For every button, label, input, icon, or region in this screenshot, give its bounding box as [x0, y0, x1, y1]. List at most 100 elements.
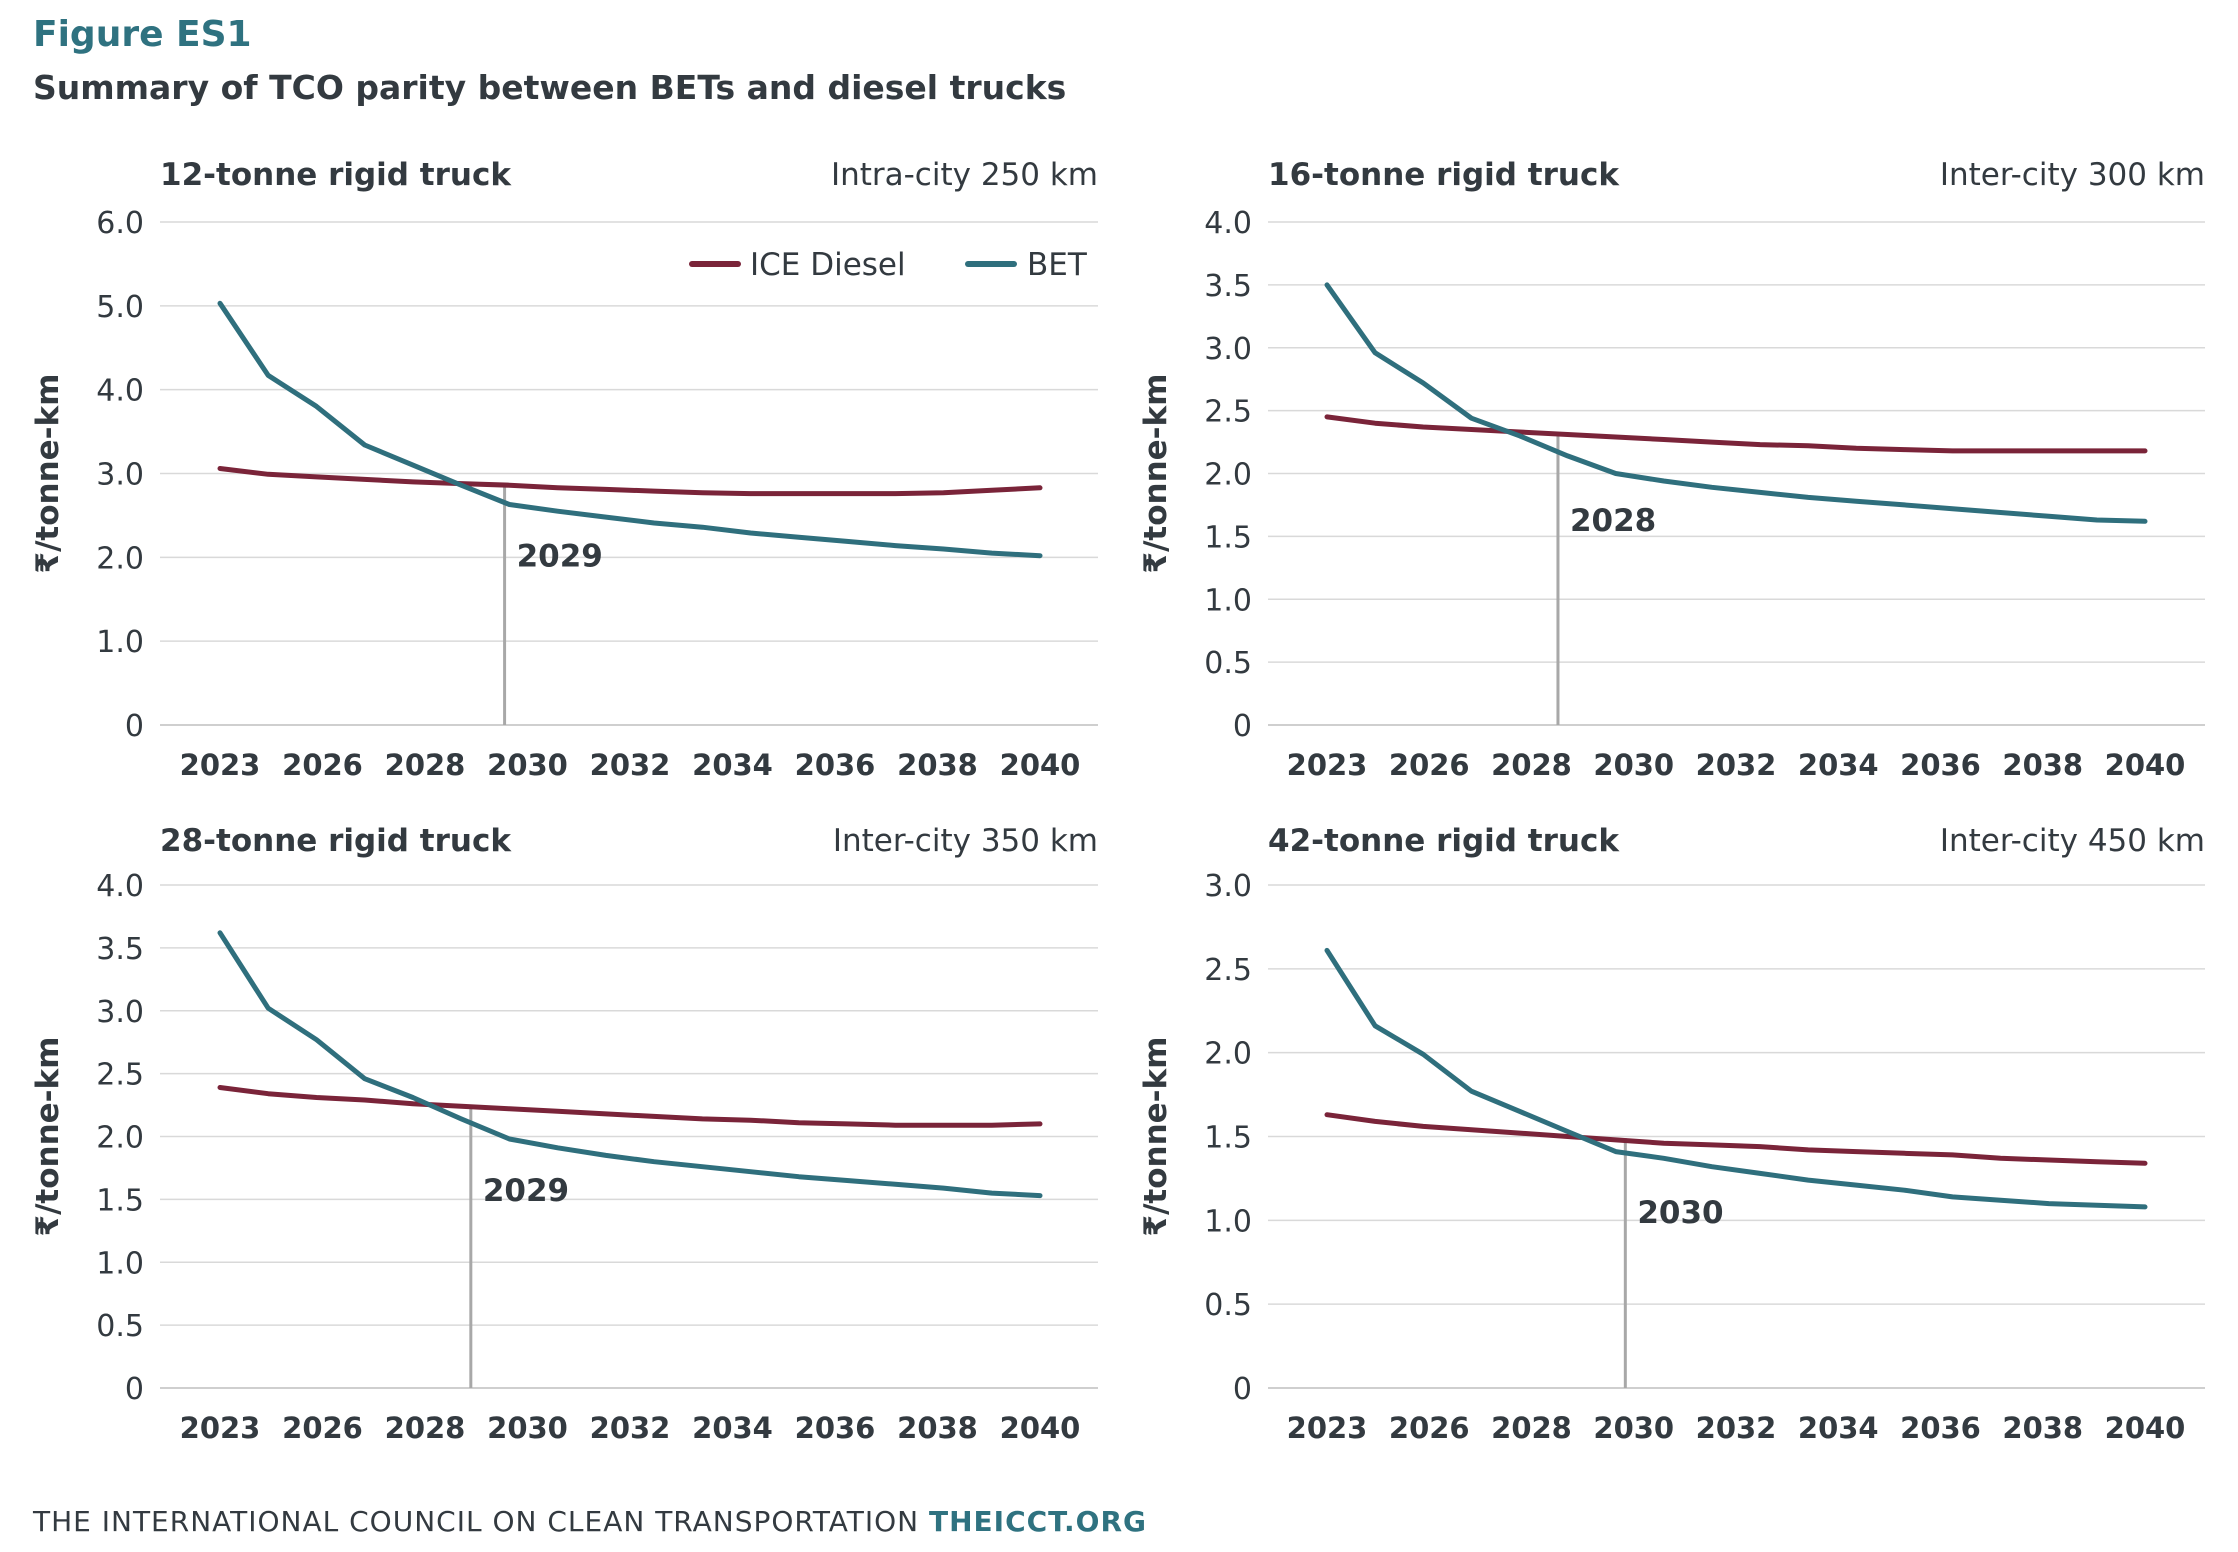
parity-year-label: 2028	[1570, 503, 1656, 539]
x-tick-label: 2036	[795, 1411, 876, 1445]
legend-label: ICE Diesel	[750, 247, 906, 283]
x-tick-label: 2040	[2105, 748, 2186, 782]
x-tick-label: 2028	[385, 748, 466, 782]
y-tick-label: 2.0	[96, 1121, 144, 1156]
series-line-bet	[1324, 947, 2148, 1210]
x-tick-label: 2026	[1389, 748, 1470, 782]
figure-title: Summary of TCO parity between BETs and d…	[33, 68, 1067, 107]
x-tick-label: 2032	[1696, 748, 1777, 782]
panel-subtitle: Intra-city 250 km	[831, 157, 1098, 193]
x-tick-label: 2034	[1798, 1411, 1879, 1445]
x-tick-label: 2030	[487, 748, 568, 782]
y-tick-label: 1.0	[96, 1246, 144, 1281]
y-tick-label: 0	[125, 709, 144, 744]
y-tick-label: 3.5	[1204, 269, 1252, 304]
y-tick-label: 1.5	[96, 1183, 144, 1218]
x-tick-label: 2040	[1000, 1411, 1081, 1445]
x-tick-label: 2023	[1287, 748, 1368, 782]
footer: THE INTERNATIONAL COUNCIL ON CLEAN TRANS…	[33, 1505, 1147, 1538]
legend-label: BET	[1027, 247, 1088, 283]
y-tick-label: 2.5	[96, 1058, 144, 1093]
y-tick-label: 2.5	[1204, 953, 1252, 988]
panel-title: 12-tonne rigid truck	[160, 157, 512, 193]
x-tick-label: 2034	[1798, 748, 1879, 782]
series-line-ice-diesel	[1324, 1112, 2148, 1166]
y-tick-label: 0.5	[1204, 646, 1252, 681]
x-tick-label: 2038	[897, 1411, 978, 1445]
x-tick-label: 2030	[1593, 748, 1674, 782]
chart-panel-2: 0 0.5 1.0 1.5 2.0 2.5 3.0 3.5 4.0 2023 2026 2028 203…	[1138, 157, 2205, 782]
x-tick-label: 2026	[1389, 1411, 1470, 1445]
series-line-ice-diesel	[1324, 414, 2148, 454]
y-tick-label: 1.0	[1204, 583, 1252, 618]
chart-panel-1: 0 1.0 2.0 3.0 4.0 5.0 6.0 2023 2026 2028 2030 2032 2…	[30, 157, 1098, 782]
y-axis-label: ₹/tonne-km	[1138, 374, 1174, 574]
x-tick-label: 2032	[590, 748, 671, 782]
series-line-bet	[1324, 282, 2148, 524]
x-tick-label: 2038	[897, 748, 978, 782]
panel-title: 42-tonne rigid truck	[1268, 823, 1620, 859]
y-tick-label: 1.5	[1204, 1121, 1252, 1156]
x-tick-label: 2038	[2002, 1411, 2083, 1445]
x-tick-label: 2023	[1287, 1411, 1368, 1445]
x-tick-label: 2030	[1593, 1411, 1674, 1445]
y-tick-label: 6.0	[96, 206, 144, 241]
y-tick-label: 4.0	[96, 374, 144, 409]
y-tick-label: 0	[1233, 709, 1252, 744]
y-tick-label: 4.0	[96, 869, 144, 904]
series-line-ice-diesel	[217, 466, 1043, 497]
chart-panel-4: 0 0.5 1.0 1.5 2.0 2.5 3.0 2023 2026 2028 2030 2032 2…	[1138, 823, 2205, 1445]
legend: ICE Diesel BET	[689, 247, 1088, 283]
x-tick-label: 2036	[1900, 1411, 1981, 1445]
x-tick-label: 2032	[590, 1411, 671, 1445]
chart-panel-3: 0 0.5 1.0 1.5 2.0 2.5 3.0 3.5 4.0 2023 2026 2028 203…	[30, 823, 1098, 1445]
y-tick-label: 4.0	[1204, 206, 1252, 241]
y-tick-label: 0.5	[1204, 1288, 1252, 1323]
y-tick-label: 2.5	[1204, 395, 1252, 430]
x-tick-label: 2032	[1696, 1411, 1777, 1445]
x-tick-label: 2026	[282, 748, 363, 782]
x-tick-label: 2028	[1491, 1411, 1572, 1445]
footer-site-link[interactable]: THEICCT.ORG	[929, 1505, 1148, 1538]
x-tick-label: 2026	[282, 1411, 363, 1445]
x-tick-label: 2034	[692, 748, 773, 782]
y-tick-label: 0	[125, 1372, 144, 1407]
x-tick-label: 2023	[180, 748, 261, 782]
series-line-ice-diesel	[217, 1085, 1043, 1128]
x-tick-label: 2028	[1491, 748, 1572, 782]
y-tick-label: 2.0	[1204, 458, 1252, 493]
x-tick-label: 2038	[2002, 748, 2083, 782]
y-tick-label: 5.0	[96, 290, 144, 325]
y-tick-label: 2.0	[1204, 1037, 1252, 1072]
y-tick-label: 2.0	[96, 541, 144, 576]
x-tick-label: 2040	[2105, 1411, 2186, 1445]
y-tick-label: 0.5	[96, 1309, 144, 1344]
x-tick-label: 2023	[180, 1411, 261, 1445]
x-tick-label: 2028	[385, 1411, 466, 1445]
parity-year-label: 2029	[517, 539, 603, 575]
y-tick-label: 3.5	[96, 932, 144, 967]
panel-subtitle: Inter-city 350 km	[833, 823, 1098, 859]
y-tick-label: 0	[1233, 1372, 1252, 1407]
y-tick-label: 1.0	[96, 625, 144, 660]
panel-title: 16-tonne rigid truck	[1268, 157, 1620, 193]
footer-org: THE INTERNATIONAL COUNCIL ON CLEAN TRANS…	[33, 1505, 920, 1538]
panel-title: 28-tonne rigid truck	[160, 823, 512, 859]
y-tick-label: 3.0	[96, 458, 144, 493]
parity-year-label: 2030	[1637, 1195, 1723, 1231]
panel-subtitle: Inter-city 450 km	[1940, 823, 2205, 859]
y-tick-label: 1.5	[1204, 520, 1252, 555]
y-axis-label: ₹/tonne-km	[30, 374, 66, 574]
y-tick-label: 3.0	[1204, 332, 1252, 367]
y-tick-label: 1.0	[1204, 1204, 1252, 1239]
y-tick-label: 3.0	[1204, 869, 1252, 904]
x-tick-label: 2036	[795, 748, 876, 782]
y-axis-label: ₹/tonne-km	[30, 1037, 66, 1237]
parity-year-label: 2029	[483, 1173, 569, 1209]
panel-subtitle: Inter-city 300 km	[1940, 157, 2205, 193]
series-line-bet	[217, 300, 1043, 559]
x-tick-label: 2030	[487, 1411, 568, 1445]
x-tick-label: 2036	[1900, 748, 1981, 782]
x-tick-label: 2040	[1000, 748, 1081, 782]
